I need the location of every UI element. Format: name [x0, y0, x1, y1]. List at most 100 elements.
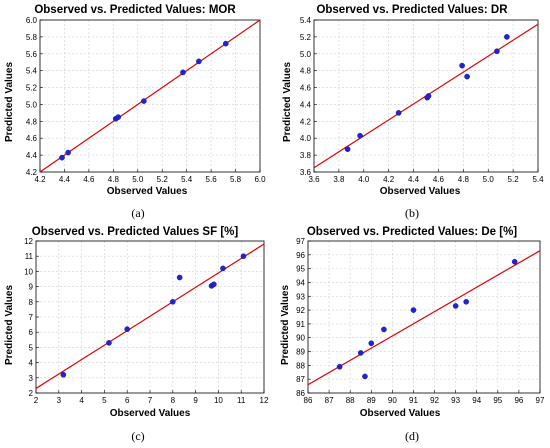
y-tick-label: 95: [296, 265, 305, 274]
y-tick-label: 91: [296, 320, 305, 329]
x-tick-label: 6.0: [254, 175, 266, 184]
y-tick-label: 3: [29, 374, 34, 383]
x-tick-label: 5.8: [230, 175, 242, 184]
x-tick-label: 95: [493, 396, 502, 405]
y-tick-label: 6.0: [26, 16, 38, 25]
y-tick-label: 4.6: [300, 84, 312, 93]
y-tick-label: 93: [296, 292, 305, 301]
data-point: [357, 350, 364, 356]
x-tick-label: 4.8: [458, 175, 470, 184]
x-tick-label: 4.2: [383, 175, 395, 184]
y-tick-label: 11: [25, 252, 34, 261]
y-tick-label: 90: [296, 334, 305, 343]
x-tick-label: 5.2: [508, 175, 520, 184]
data-point: [452, 303, 459, 309]
y-tick-label: 4.2: [300, 117, 312, 126]
y-tick-label: 4.2: [26, 168, 38, 177]
x-tick-label: 90: [388, 396, 397, 405]
data-point: [344, 146, 351, 152]
x-tick-label: 87: [325, 396, 334, 405]
x-tick-label: 2: [34, 396, 39, 405]
x-axis-label: Observed Values: [107, 186, 188, 197]
x-tick-label: 6: [125, 396, 130, 405]
data-point: [336, 363, 343, 370]
y-tick-label: 5.8: [26, 33, 38, 42]
x-tick-label: 5.4: [181, 175, 193, 184]
data-point: [115, 114, 122, 120]
y-tick-label: 87: [296, 375, 305, 384]
y-tick-label: 3.8: [300, 151, 312, 160]
y-tick-label: 5.2: [300, 33, 312, 42]
x-tick-label: 4.2: [34, 175, 46, 184]
data-point: [169, 298, 176, 305]
x-tick-label: 5: [102, 396, 107, 405]
y-tick-label: 4.6: [26, 134, 38, 143]
y-tick-label: 5: [29, 343, 34, 352]
data-point: [176, 274, 183, 281]
y-tick-label: 4: [29, 359, 34, 368]
y-tick-label: 5.0: [300, 50, 312, 59]
x-tick-label: 93: [451, 396, 460, 405]
y-tick-label: 2: [29, 389, 34, 398]
data-point: [60, 371, 67, 378]
data-point: [464, 73, 470, 80]
y-tick-label: 10: [24, 267, 33, 276]
y-tick-label: 5.2: [26, 84, 38, 93]
x-tick-label: 88: [346, 396, 355, 405]
x-axis-label: Observed Values: [380, 186, 461, 197]
x-tick-label: 94: [472, 396, 481, 405]
data-point: [395, 110, 402, 116]
x-tick-label: 4.8: [108, 175, 120, 184]
data-point: [494, 48, 500, 55]
plot-frame: [35, 240, 265, 394]
data-point: [222, 40, 229, 47]
y-tick-label: 86: [296, 389, 305, 398]
data-point: [65, 149, 71, 156]
x-tick-label: 11: [237, 396, 246, 405]
data-point: [511, 258, 518, 265]
panel-caption: (a): [131, 206, 144, 220]
panel-caption: (d): [405, 429, 419, 443]
chart-title: Observed vs. Predicted Values: De [%]: [307, 226, 517, 238]
x-axis-label: Observed Values: [360, 408, 441, 419]
plot-area: 3.6 3.8 4.0 4.2 4.4 4.6 4.8 5.0 5.2 5.4 3.6 3.8 4.0 4…: [300, 16, 544, 184]
panel-caption: (b): [405, 206, 419, 220]
x-tick-label: 4.6: [433, 175, 445, 184]
plot-area: 86 87 88 89 90 91 92 93 94 95 96 97 86 87 88 89 90 91 92 93…: [296, 237, 545, 405]
y-tick-label: 3.6: [300, 168, 312, 177]
plot-frame: [307, 240, 541, 394]
fit-line: [35, 243, 265, 389]
y-tick-label: 94: [296, 278, 305, 287]
chart-title: Observed vs. Predicted Values: MOR: [34, 4, 236, 16]
data-point: [504, 34, 510, 40]
y-tick-label: 5.4: [26, 67, 38, 76]
fit-line: [307, 250, 541, 386]
x-tick-label: 4.4: [408, 175, 420, 184]
data-point: [459, 62, 465, 69]
data-point: [124, 326, 130, 332]
plot-frame: [39, 19, 261, 173]
data-point: [368, 340, 375, 347]
y-tick-label: 97: [296, 237, 305, 246]
chart-panel-c: Observed vs. Predicted Values SF [%] 2 3 4…: [4, 226, 269, 443]
data-point: [196, 58, 202, 65]
x-axis-label: Observed Values: [110, 408, 191, 419]
data-point: [59, 154, 65, 161]
y-tick-label: 12: [24, 237, 33, 246]
x-tick-label: 97: [536, 396, 545, 405]
x-tick-label: 86: [304, 396, 313, 405]
x-tick-label: 89: [367, 396, 376, 405]
panel-caption: (c): [131, 429, 144, 443]
y-tick-label: 4.8: [300, 67, 312, 76]
x-tick-label: 3.6: [308, 175, 320, 184]
y-axis-label: Predicted Values: [282, 62, 293, 142]
x-tick-label: 5.0: [132, 175, 144, 184]
data-point: [425, 93, 432, 99]
x-tick-label: 96: [514, 396, 523, 405]
y-tick-label: 5.4: [300, 16, 312, 25]
chart-title: Observed vs. Predicted Values SF [%]: [32, 226, 239, 238]
data-point: [463, 298, 469, 305]
data-point: [410, 307, 417, 313]
x-tick-label: 92: [430, 396, 439, 405]
x-tick-label: 4: [79, 396, 84, 405]
